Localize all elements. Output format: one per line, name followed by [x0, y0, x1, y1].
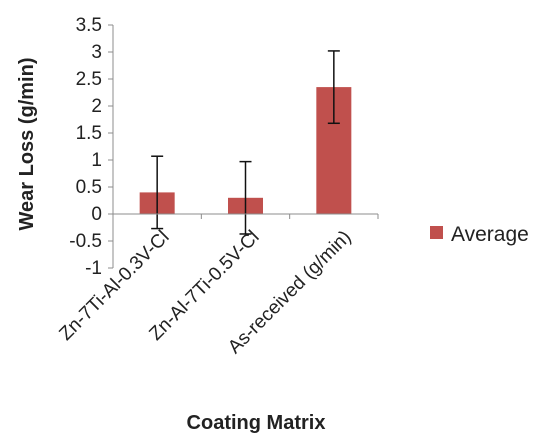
y-tick-label: 2.5	[76, 69, 102, 90]
axes	[112, 25, 379, 268]
y-tick-label: -1	[85, 258, 102, 279]
y-axis-ticks: 3.5 3 2.5 2 1.5 1 0.5 0 -0.5 -1	[69, 15, 113, 279]
x-axis-title: Coating Matrix	[187, 412, 326, 434]
legend: Average	[430, 223, 529, 246]
y-tick-label: -0.5	[69, 231, 102, 252]
legend-swatch	[430, 226, 443, 239]
y-tick-label: 1	[91, 150, 102, 171]
y-tick-label: 3.5	[76, 15, 102, 36]
y-tick-label: 1.5	[76, 123, 102, 144]
y-tick-label: 0	[91, 204, 102, 225]
y-tick-label: 3	[91, 42, 102, 63]
legend-label: Average	[451, 223, 529, 246]
bars	[139, 50, 352, 235]
y-tick-label: 0.5	[76, 177, 102, 198]
y-tick-label: 2	[91, 96, 102, 117]
y-axis-title: Wear Loss (g/min)	[16, 58, 38, 231]
